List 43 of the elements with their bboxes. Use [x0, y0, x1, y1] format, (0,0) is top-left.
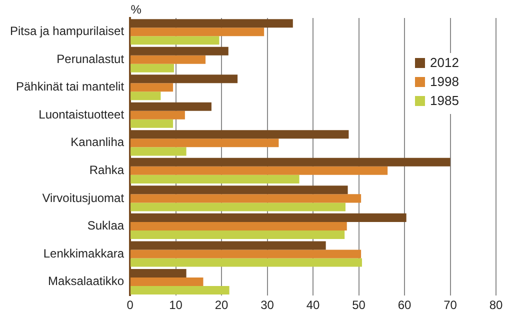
x-tick-label: 60: [398, 298, 412, 312]
bar: [130, 194, 362, 203]
y-tick-label: Rahka: [89, 162, 124, 177]
legend-label: 1985: [430, 93, 459, 108]
bar: [130, 28, 264, 36]
bar: [130, 83, 174, 92]
bar: [130, 36, 220, 45]
x-tick-label: 70: [444, 298, 458, 312]
x-tick-label: 40: [306, 298, 320, 312]
x-tick-label: 80: [489, 298, 503, 312]
x-tick-label: 20: [214, 298, 229, 312]
bar: [130, 174, 300, 184]
bar: [130, 147, 186, 156]
x-tick-label: 10: [169, 298, 183, 312]
y-tick-label: Lenkkimakkara: [43, 246, 124, 260]
x-tick-label: 0: [126, 298, 134, 312]
bar: [130, 258, 362, 267]
y-tick-label: Virvoitusjuomat: [42, 190, 125, 205]
bar: [130, 92, 161, 100]
x-axis-title: %: [130, 2, 142, 16]
bar: [130, 110, 185, 120]
y-tick-label: Kananliha: [70, 135, 124, 150]
x-tick-label: 50: [352, 298, 366, 312]
bar: [130, 64, 174, 72]
bar: [130, 286, 230, 294]
legend-label: 2012: [430, 55, 459, 70]
y-tick-label: Maksalaatikko: [48, 274, 124, 288]
bar: [130, 277, 204, 286]
bar: [130, 138, 279, 148]
y-tick-label: Pähkinät tai mantelit: [16, 80, 125, 94]
bar: [130, 55, 206, 64]
y-tick-label: Luontaistuotteet: [38, 107, 125, 122]
y-tick-label: Perunalastut: [56, 52, 125, 66]
y-tick-label: Pitsa ja hampurilaiset: [10, 24, 125, 38]
legend-label: 1998: [430, 74, 459, 89]
x-tick-label: 30: [260, 298, 274, 312]
bar: [130, 230, 345, 239]
bar: [130, 166, 388, 175]
bar: [130, 202, 346, 212]
bar: [130, 222, 347, 230]
y-tick-label: Suklaa: [87, 218, 124, 233]
bar: [130, 119, 174, 128]
bar: [130, 250, 362, 258]
